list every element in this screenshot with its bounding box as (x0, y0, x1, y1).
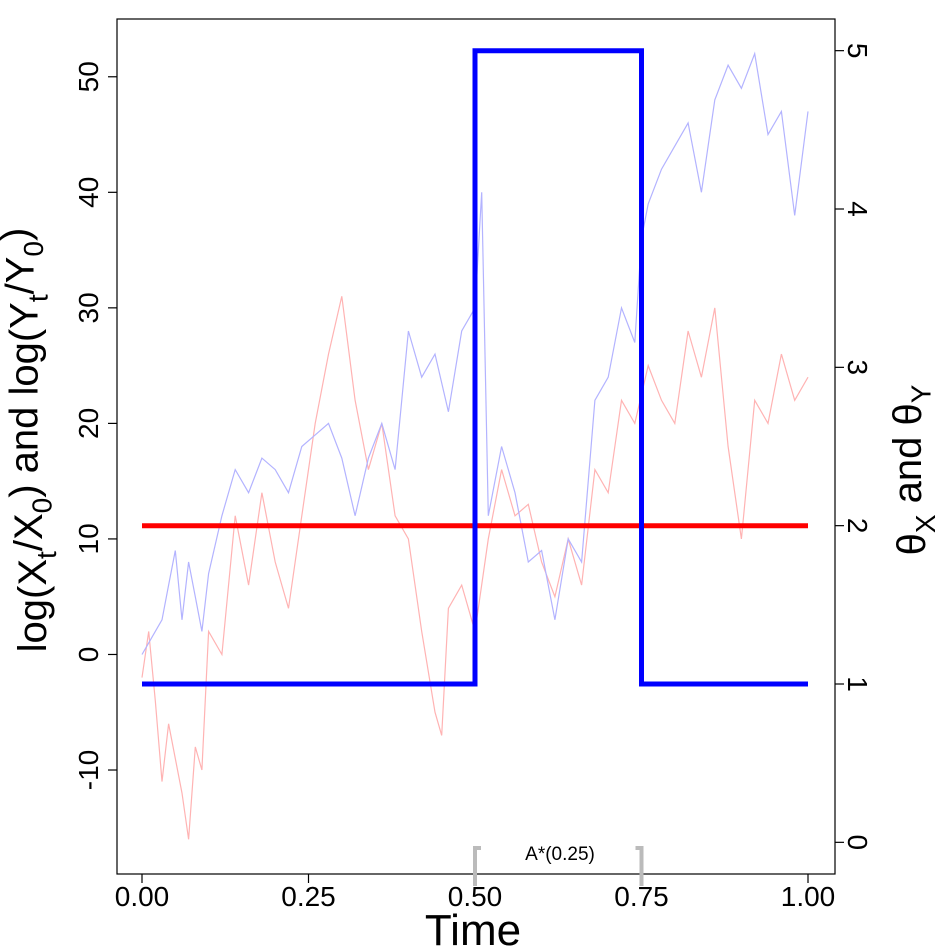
y-right-tick-label: 4 (842, 201, 873, 217)
annotation-bracket-left (473, 846, 481, 886)
y-right-tick-label: 1 (842, 676, 873, 692)
y-left-axis-label: log(Xt​/X0​) and log(Yt​/Y0​) (0, 228, 62, 653)
x-tick-label: 0.00 (115, 881, 170, 912)
x-tick-label: 0.50 (448, 881, 503, 912)
series-line-theta-y (142, 48, 808, 687)
theta-lines-layer (142, 48, 808, 687)
annotation-bracket-right (635, 846, 644, 886)
y-left-tick-label: 30 (73, 292, 104, 323)
x-tick-label: 1.00 (781, 881, 836, 912)
annotation-layer: A*(0.25) (473, 844, 644, 886)
series-line-log-y-path (141, 51, 809, 655)
y-right-tick-label: 3 (842, 360, 873, 376)
y-left-tick-label: 10 (73, 523, 104, 554)
x-tick-label: 0.25 (281, 881, 336, 912)
y-right-tick-label: 2 (842, 518, 873, 534)
y-right-axis-label: θX​ and θY​ (886, 384, 941, 555)
annotation-label: A*(0.25) (525, 844, 595, 865)
series-line-log-x-path (141, 296, 809, 840)
axes-layer: 0.00 0.25 0.50 0.75 1.00 -10 0 10 20 30 40 50 0 1 2 3 4 5 (73, 43, 873, 912)
y-right-tick-label: 0 (842, 835, 873, 851)
x-axis-label: Time (425, 906, 521, 950)
y-right-tick-label: 5 (842, 43, 873, 59)
y-left-tick-label: 40 (73, 177, 104, 208)
y-left-tick-label: 50 (73, 61, 104, 92)
y-left-tick-label: 0 (73, 647, 104, 663)
y-left-tick-label: 20 (73, 408, 104, 439)
price-paths-layer (141, 51, 809, 840)
y-left-tick-label: -10 (73, 750, 104, 790)
x-tick-label: 0.75 (614, 881, 669, 912)
